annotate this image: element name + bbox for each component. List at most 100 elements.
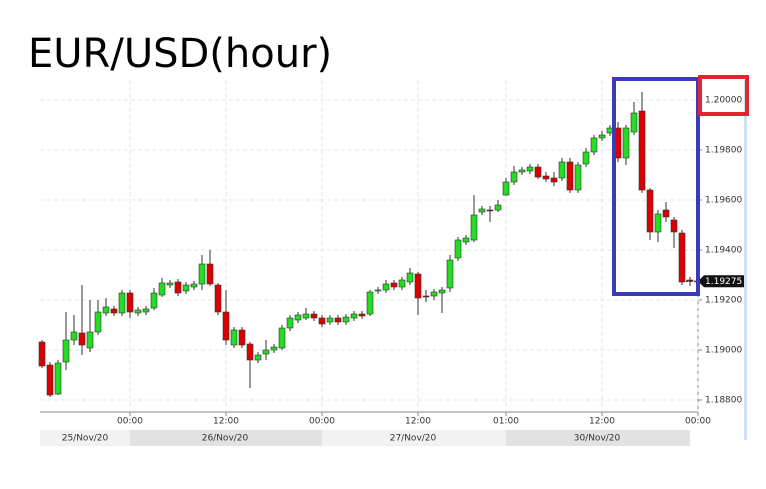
x-tick-label: 12:00 bbox=[405, 417, 431, 427]
candle-body bbox=[326, 317, 334, 323]
x-tick-label: 00:00 bbox=[685, 417, 711, 427]
candle-body bbox=[150, 292, 158, 309]
candle-body bbox=[46, 364, 54, 396]
date-band bbox=[130, 430, 322, 446]
candle-body bbox=[318, 317, 326, 325]
highlight-box bbox=[698, 75, 749, 116]
last-price-tag bbox=[698, 275, 744, 288]
date-band bbox=[40, 430, 130, 446]
candle-body bbox=[214, 284, 222, 313]
candle-body bbox=[238, 329, 246, 346]
date-label: 27/Nov/20 bbox=[390, 434, 437, 444]
x-tick-label: 01:00 bbox=[493, 417, 519, 427]
candle-body bbox=[254, 354, 262, 361]
candle-body bbox=[462, 237, 470, 243]
candle-body bbox=[446, 259, 454, 289]
candle-body bbox=[598, 134, 606, 139]
candle-body bbox=[526, 166, 534, 172]
candle-body bbox=[414, 273, 422, 299]
candle-body bbox=[350, 313, 358, 319]
candle-body bbox=[342, 316, 350, 323]
candle-body bbox=[470, 214, 478, 241]
y-tick-label: 1.18800 bbox=[705, 396, 742, 406]
candle-body bbox=[278, 327, 286, 349]
candle-body bbox=[302, 313, 310, 319]
candle-body bbox=[646, 189, 654, 233]
y-tick-label: 1.19600 bbox=[705, 196, 742, 206]
candle-body bbox=[534, 166, 542, 178]
candle-body bbox=[406, 272, 414, 283]
candle-body bbox=[286, 317, 294, 329]
candle-body bbox=[142, 308, 150, 313]
y-tick-label: 1.19200 bbox=[705, 296, 742, 306]
x-tick-label: 00:00 bbox=[117, 417, 143, 427]
candle-body bbox=[38, 341, 46, 367]
x-tick-label: 12:00 bbox=[589, 417, 615, 427]
candle-body bbox=[374, 289, 382, 292]
candle-body bbox=[206, 263, 214, 285]
candle-body bbox=[558, 161, 566, 179]
candle-body bbox=[590, 137, 598, 153]
candle-body bbox=[190, 283, 198, 288]
candle-body bbox=[422, 295, 430, 298]
date-band bbox=[322, 430, 506, 446]
candle-body bbox=[638, 110, 646, 191]
candle-body bbox=[270, 346, 278, 351]
candle-body bbox=[158, 282, 166, 296]
candle-body bbox=[438, 289, 446, 294]
candle-body bbox=[382, 283, 390, 291]
candle-body bbox=[126, 292, 134, 313]
candle-body bbox=[502, 181, 510, 196]
candle-body bbox=[166, 282, 174, 286]
candle-body bbox=[670, 219, 678, 233]
scroll-strip bbox=[744, 80, 747, 440]
candle-body bbox=[574, 164, 582, 191]
candle-body bbox=[310, 313, 318, 319]
candle-body bbox=[294, 314, 302, 321]
candle-body bbox=[486, 209, 494, 212]
candle-body bbox=[54, 362, 62, 395]
candle-body bbox=[94, 311, 102, 333]
y-tick-label: 1.19000 bbox=[705, 346, 742, 356]
x-tick-label: 00:00 bbox=[309, 417, 335, 427]
x-tick-label: 12:00 bbox=[213, 417, 239, 427]
candle-body bbox=[182, 284, 190, 292]
candle-body bbox=[510, 171, 518, 183]
highlight-box bbox=[612, 77, 700, 296]
last-price-label: 1.19275 bbox=[705, 277, 742, 287]
y-tick-label: 1.19800 bbox=[705, 146, 742, 156]
candle-body bbox=[222, 311, 230, 341]
candle-body bbox=[430, 291, 438, 297]
y-tick-label: 1.20000 bbox=[705, 96, 742, 106]
candle-body bbox=[390, 282, 398, 288]
candle-body bbox=[454, 239, 462, 259]
date-label: 26/Nov/20 bbox=[202, 434, 249, 444]
candle-body bbox=[654, 213, 662, 233]
candle-body bbox=[494, 204, 502, 211]
candle-body bbox=[62, 339, 70, 363]
candle-body bbox=[662, 209, 670, 218]
candle-body bbox=[566, 161, 574, 191]
date-band bbox=[506, 430, 690, 446]
candle-body bbox=[630, 112, 638, 133]
candle-body bbox=[110, 308, 118, 314]
candle-body bbox=[174, 281, 182, 294]
chart-title: EUR/USD(hour) bbox=[28, 31, 332, 77]
candle-body bbox=[246, 343, 254, 361]
date-label: 30/Nov/20 bbox=[574, 434, 621, 444]
candle-body bbox=[86, 331, 94, 349]
candle-body bbox=[134, 309, 142, 314]
candle-body bbox=[358, 313, 366, 317]
candle-body bbox=[262, 349, 270, 355]
candle-body bbox=[102, 306, 110, 314]
candle-body bbox=[334, 317, 342, 323]
y-tick-label: 1.19400 bbox=[705, 246, 742, 256]
candle-body bbox=[542, 175, 550, 180]
candle-body bbox=[78, 332, 86, 346]
candle-body bbox=[398, 279, 406, 288]
candle-body bbox=[550, 177, 558, 183]
candle-body bbox=[366, 291, 374, 315]
candle-body bbox=[478, 208, 486, 213]
candle-body bbox=[582, 151, 590, 165]
